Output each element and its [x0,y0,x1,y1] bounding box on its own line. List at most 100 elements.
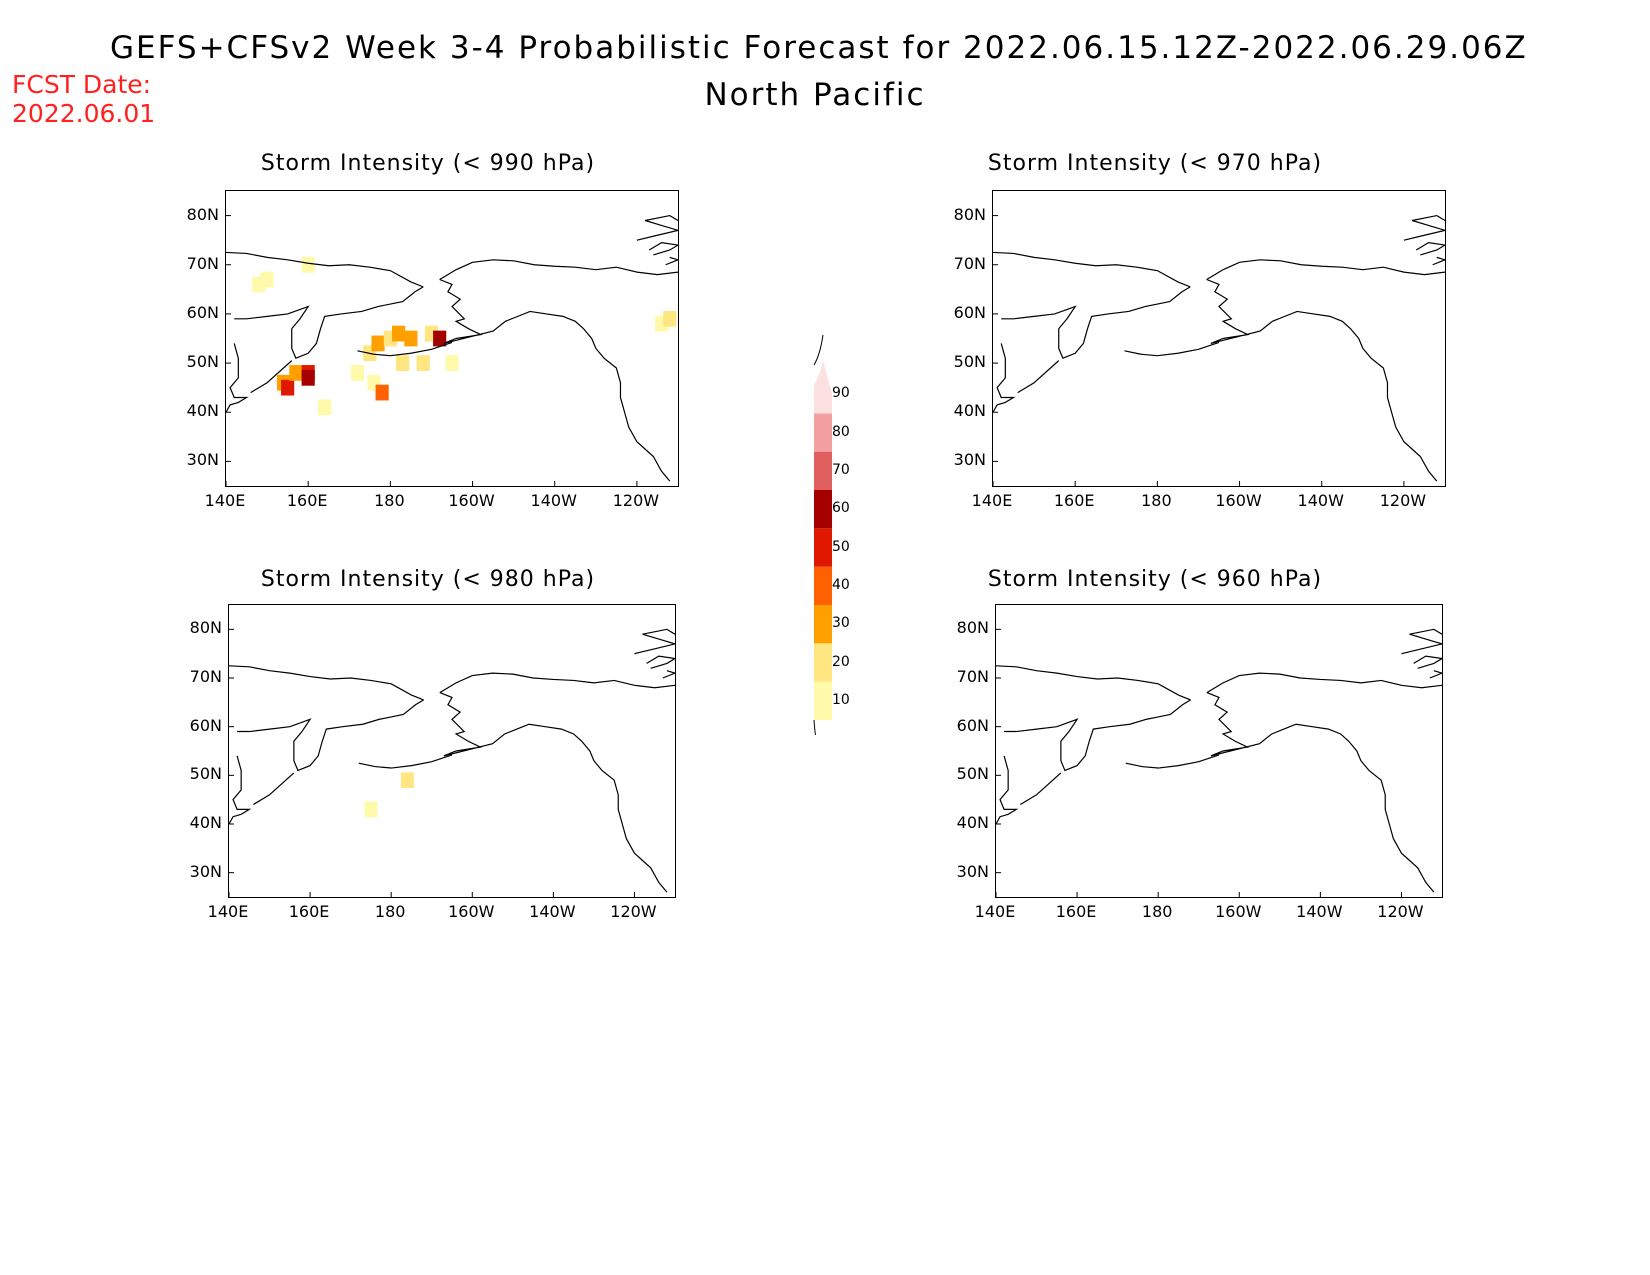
lat-tick-label: 30N [186,450,219,470]
coastline [1017,360,1060,394]
chart-subtitle: North Pacific [704,77,926,113]
coastline [439,259,678,281]
coastline [1206,692,1435,893]
coastline [993,343,1016,413]
lon-tick-label: 140E [207,902,249,921]
colorbar-swatch [814,413,832,452]
probability-cell [301,256,315,273]
colorbar-label: 30 [832,615,850,632]
probability-cell [445,355,459,371]
colorbar-label: 70 [832,462,850,478]
lat-tick-label: 50N [186,352,219,372]
coastline [439,692,668,893]
lat-tick-label: 50N [953,352,986,372]
coastline [1020,772,1062,806]
probability-cell [301,369,315,386]
coastline [226,343,249,413]
coastline [634,628,675,655]
lat-tick-label: 50N [189,764,222,784]
probability-cell [433,330,447,347]
lat-tick-label: 70N [953,253,986,273]
lat-tick-label: 70N [186,253,219,273]
lon-tick-label: 120W [612,491,660,510]
colorbar-label: 90 [832,385,850,402]
probability-cell [396,355,410,371]
fcst-date-block: FCST Date: 2022.06.01 [12,70,155,128]
coastline [665,256,678,266]
lat-tick-label: 60N [186,302,219,322]
coastline [1413,655,1442,669]
lon-tick-label: 140W [530,491,577,510]
colorbar-tail [813,719,816,735]
lon-tick-label: 140W [529,902,576,921]
colorbar-label: 50 [832,538,850,555]
coastline [662,670,675,679]
probability-cell [318,399,332,416]
coastline [1403,214,1445,241]
lat-tick-label: 40N [189,813,222,832]
coastline [648,241,678,256]
lon-tick-label: 120W [1379,491,1427,510]
panel-title-960: Storm Intensity (< 960 hPa) [987,567,1323,592]
probability-cell [404,330,418,347]
lat-tick-label: 40N [953,401,986,421]
coastline [1401,628,1442,655]
coastline [226,251,424,288]
coastline [1125,754,1220,769]
map-svg-960 [996,628,1442,897]
probability-cell [663,310,677,327]
lat-tick-label: 60N [956,715,989,735]
probability-cell [260,271,274,288]
coastline [1206,259,1445,281]
lon-tick-label: 160E [286,491,328,510]
lon-tick-label: 180 [374,491,405,510]
colorbar-swatch [814,566,832,605]
probability-cell [281,379,295,396]
panel-title-970: Storm Intensity (< 970 hPa) [987,151,1323,176]
lat-tick-label: 70N [956,667,989,686]
lon-tick-label: 160W [1215,902,1262,921]
coastline [996,665,1191,701]
colorbar-outline [813,335,824,366]
lat-tick-label: 30N [953,450,986,470]
lon-tick-label: 140E [974,902,1016,921]
coastline [1004,699,1191,772]
lon-tick-label: 140W [1296,902,1343,921]
probability-cell [350,365,365,381]
coastline [646,655,675,669]
lat-tick-label: 80N [186,204,219,224]
panel-title-990: Storm Intensity (< 990 hPa) [260,151,596,176]
coastline [1415,241,1445,256]
coastline [1429,670,1442,679]
coastline [996,755,1019,825]
map-panel-980 [228,604,676,898]
probability-cell [371,335,385,352]
lat-tick-label: 40N [956,813,989,832]
lon-tick-label: 140E [204,491,246,510]
lon-tick-label: 160E [1053,491,1095,510]
colorbar-swatch [814,643,832,682]
probability-cell [289,365,303,381]
colorbar-swatch [814,681,832,720]
coastline [229,755,252,825]
lon-tick-label: 140E [971,491,1013,510]
colorbar-label: 20 [832,653,850,670]
lat-tick-label: 50N [956,764,989,784]
probability-cell [392,325,406,342]
lon-tick-label: 180 [374,902,406,921]
fcst-date-label: FCST Date: [12,70,152,99]
coastline [358,754,453,769]
lon-tick-label: 160W [1215,491,1262,510]
coastline [1206,672,1442,694]
chart-title: GEFS+CFSv2 Week 3-4 Probabilistic Foreca… [110,30,1528,66]
colorbar-label: 60 [832,500,850,517]
lon-tick-label: 160E [1055,902,1097,921]
lon-tick-label: 180 [1141,902,1173,921]
lon-tick-label: 120W [610,902,657,921]
coastline [229,665,424,701]
colorbar-label: 80 [832,423,850,440]
lat-tick-label: 60N [189,715,222,735]
lat-tick-label: 30N [189,861,222,881]
map-panel-990 [225,190,679,487]
lat-tick-label: 30N [956,861,989,881]
